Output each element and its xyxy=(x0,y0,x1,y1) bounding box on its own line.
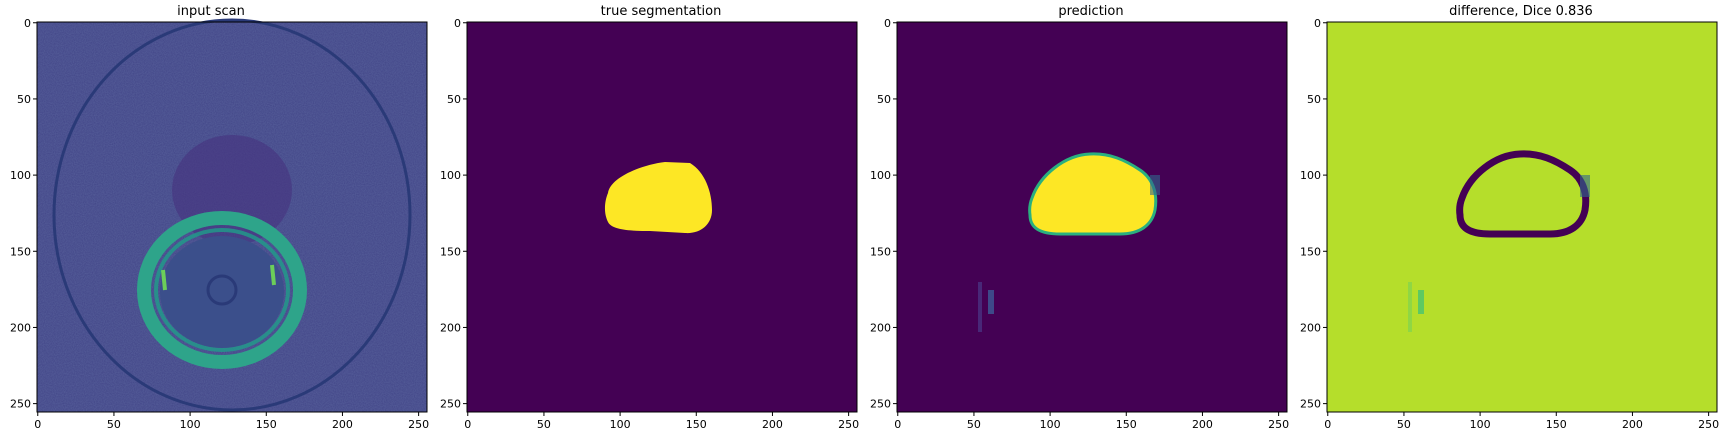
y-tick-label: 200 xyxy=(870,321,891,334)
scan-center-detail xyxy=(206,274,238,306)
panel-title: difference, Dice 0.836 xyxy=(1449,4,1593,19)
axes-frame xyxy=(1326,21,1718,413)
x-tick-label: 200 xyxy=(1622,418,1643,431)
panel-input-scan: input scan xyxy=(37,4,427,412)
x-tick-label: 250 xyxy=(1268,418,1289,431)
x-tick-label: 250 xyxy=(838,418,859,431)
x-tick-label: 50 xyxy=(537,418,551,431)
difference-spurious-2 xyxy=(1418,290,1424,314)
x-tick-label: 150 xyxy=(686,418,707,431)
panel-prediction: prediction xyxy=(897,4,1287,412)
x-tick-label: 50 xyxy=(967,418,981,431)
x-tick-label: 100 xyxy=(1040,418,1061,431)
y-tick-label: 200 xyxy=(10,321,31,334)
panel-difference: difference, Dice 0.836 xyxy=(1327,4,1717,412)
x-tick-label: 0 xyxy=(894,418,901,431)
y-tick-label: 200 xyxy=(1300,321,1321,334)
prediction-edge-artifact xyxy=(1150,175,1160,195)
y-tick-label: 150 xyxy=(10,245,31,258)
x-tick-label: 150 xyxy=(1546,418,1567,431)
y-tick-label: 0 xyxy=(884,17,891,30)
axes-frame xyxy=(466,21,858,413)
scan-body-outline xyxy=(52,18,412,412)
difference-edge-artifact xyxy=(1580,175,1590,197)
x-tick-label: 200 xyxy=(332,418,353,431)
y-tick-label: 250 xyxy=(870,398,891,411)
y-tick-label: 100 xyxy=(440,169,461,182)
x-tick-label: 250 xyxy=(1698,418,1719,431)
y-tick-label: 0 xyxy=(454,17,461,30)
y-tick-label: 50 xyxy=(17,93,31,106)
axes-frame xyxy=(36,21,428,413)
y-tick-label: 150 xyxy=(870,245,891,258)
panel-title: true segmentation xyxy=(601,4,722,19)
y-tick-label: 100 xyxy=(1300,169,1321,182)
y-tick-label: 0 xyxy=(24,17,31,30)
x-tick-label: 150 xyxy=(1116,418,1137,431)
x-tick-label: 50 xyxy=(1397,418,1411,431)
prediction-spurious-1 xyxy=(978,282,982,332)
truth-mask xyxy=(604,162,712,234)
y-tick-label: 100 xyxy=(10,169,31,182)
y-tick-label: 0 xyxy=(1314,17,1321,30)
x-tick-label: 200 xyxy=(762,418,783,431)
scan-rectum-lumen xyxy=(160,236,284,348)
x-tick-label: 250 xyxy=(408,418,429,431)
scan-rectum-inner xyxy=(154,228,290,352)
x-tick-label: 150 xyxy=(256,418,277,431)
panel-title: prediction xyxy=(1058,4,1123,19)
prediction-mask xyxy=(1028,152,1158,236)
y-tick-label: 50 xyxy=(447,93,461,106)
y-tick-label: 250 xyxy=(440,398,461,411)
difference-inner-agreement xyxy=(1468,164,1578,228)
x-tick-label: 0 xyxy=(1324,418,1331,431)
y-tick-label: 200 xyxy=(440,321,461,334)
x-tick-label: 0 xyxy=(34,418,41,431)
y-tick-label: 150 xyxy=(440,245,461,258)
x-tick-label: 100 xyxy=(180,418,201,431)
scan-bright-right xyxy=(270,264,276,286)
x-tick-label: 50 xyxy=(107,418,121,431)
y-tick-label: 250 xyxy=(10,398,31,411)
difference-outer-ring xyxy=(1456,150,1590,238)
y-tick-label: 250 xyxy=(1300,398,1321,411)
scan-bright-left xyxy=(161,269,167,291)
axes-frame xyxy=(896,21,1288,413)
scan-rectum-ring xyxy=(137,211,307,369)
y-tick-label: 50 xyxy=(1307,93,1321,106)
x-tick-label: 100 xyxy=(1470,418,1491,431)
panel-true-segmentation: true segmentation xyxy=(467,4,857,412)
difference-spurious-1 xyxy=(1408,282,1412,332)
x-tick-label: 200 xyxy=(1192,418,1213,431)
x-tick-label: 0 xyxy=(464,418,471,431)
x-tick-label: 100 xyxy=(610,418,631,431)
panel-title: input scan xyxy=(177,4,245,19)
y-tick-label: 150 xyxy=(1300,245,1321,258)
prediction-spurious-2 xyxy=(988,290,994,314)
y-tick-label: 100 xyxy=(870,169,891,182)
y-tick-label: 50 xyxy=(877,93,891,106)
